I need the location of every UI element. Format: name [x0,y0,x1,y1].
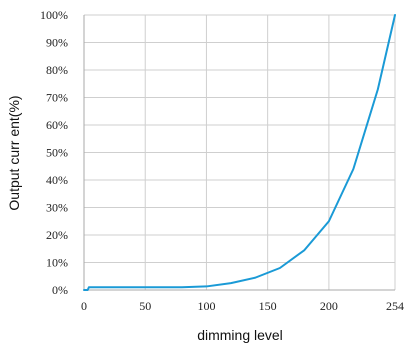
y-tick-label: 50% [46,146,68,160]
y-tick-label: 10% [46,256,68,270]
series-layer [83,14,396,291]
series-line [83,14,396,291]
tick-labels: 0% 10% 20% 30% 40% 50% 60% 70% 80% 90% 100% 0 50 100 1… [40,8,404,313]
y-tick-label: 70% [46,91,68,105]
y-tick-label: 60% [46,118,68,132]
x-tick-label: 50 [139,299,151,313]
x-tick-label: 150 [259,299,277,313]
y-tick-label: 100% [40,8,68,22]
y-axis-title: Output curr ent(%) [6,95,22,210]
x-axis-title: dimming level [197,327,283,343]
y-tick-label: 30% [46,201,68,215]
y-tick-label: 40% [46,173,68,187]
x-tick-label: 0 [81,299,87,313]
x-tick-label: 200 [320,299,338,313]
y-tick-label: 80% [46,63,68,77]
x-tick-label: 254 [386,299,404,313]
y-tick-label: 20% [46,228,68,242]
y-tick-label: 90% [46,36,68,50]
y-tick-label: 0% [52,283,68,297]
axes [83,15,395,291]
grid [84,14,396,290]
x-tick-label: 100 [197,299,215,313]
